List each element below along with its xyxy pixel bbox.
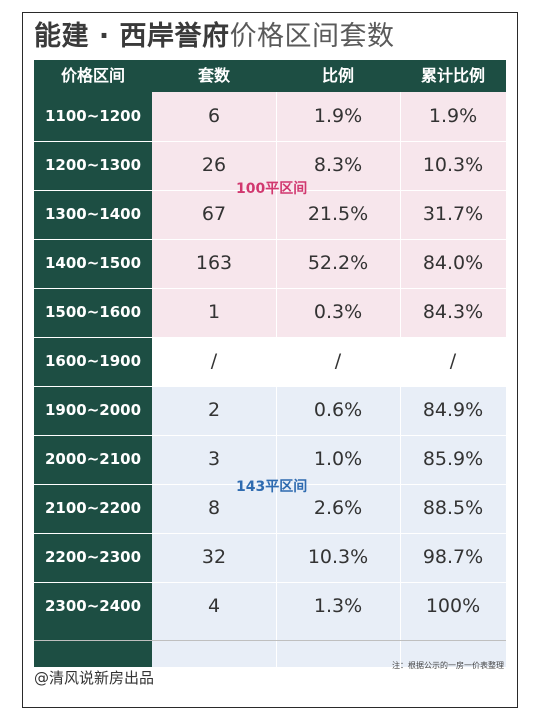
cell-ratio: 1.3% bbox=[313, 595, 363, 617]
header-cumulative-ratio: 累计比例 bbox=[420, 66, 485, 85]
cell-cumulative-ratio: 1.9% bbox=[428, 105, 478, 127]
cell-count: 67 bbox=[201, 203, 227, 225]
page-title: 能建 · 西岸誉府价格区间套数 bbox=[34, 20, 395, 54]
cell-cumulative-ratio: 10.3% bbox=[422, 154, 484, 176]
cell-price-range: 1400~1500 bbox=[44, 254, 142, 272]
table-header bbox=[34, 60, 506, 92]
band-100-bg bbox=[152, 92, 506, 338]
row-divider bbox=[34, 141, 506, 142]
cell-count: 6 bbox=[207, 105, 221, 127]
title-subject: 价格区间套数 bbox=[229, 21, 395, 52]
cell-ratio: 0.6% bbox=[313, 399, 363, 421]
cell-price-range: 2300~2400 bbox=[44, 597, 142, 615]
row-divider bbox=[34, 582, 506, 583]
cell-price-range: 2100~2200 bbox=[44, 499, 142, 517]
cell-price-range: 1900~2000 bbox=[44, 401, 142, 419]
cell-ratio: 8.3% bbox=[313, 154, 363, 176]
band-gap-bg bbox=[152, 338, 506, 387]
cell-ratio: 1.9% bbox=[313, 105, 363, 127]
cell-cumulative-ratio: 100% bbox=[425, 595, 481, 617]
footer-note: 注：根据公示的一房一价表整理 bbox=[392, 661, 504, 670]
cell-count: 4 bbox=[207, 595, 221, 617]
footer-credit: @清风说新房出品 bbox=[34, 669, 155, 687]
header-count: 套数 bbox=[197, 66, 230, 85]
header-price-range: 价格区间 bbox=[60, 66, 125, 85]
cell-cumulative-ratio: / bbox=[449, 350, 457, 372]
cell-price-range: 1600~1900 bbox=[44, 352, 142, 370]
row-divider bbox=[34, 533, 506, 534]
footer-divider bbox=[34, 640, 506, 641]
cell-ratio: 2.6% bbox=[313, 497, 363, 519]
band-143-bg bbox=[152, 387, 506, 667]
cell-cumulative-ratio: 84.3% bbox=[422, 301, 484, 323]
range-column-bg bbox=[34, 92, 152, 667]
cell-price-range: 1300~1400 bbox=[44, 205, 142, 223]
cell-ratio: 0.3% bbox=[313, 301, 363, 323]
row-divider bbox=[34, 190, 506, 191]
row-divider bbox=[34, 484, 506, 485]
cell-price-range: 2000~2100 bbox=[44, 450, 142, 468]
band-label-143: 143平区间 bbox=[236, 479, 308, 495]
row-divider bbox=[34, 435, 506, 436]
header-ratio: 比例 bbox=[321, 66, 354, 85]
cell-cumulative-ratio: 85.9% bbox=[422, 448, 484, 470]
cell-ratio: / bbox=[334, 350, 342, 372]
cell-ratio: 52.2% bbox=[307, 252, 369, 274]
cell-count: 32 bbox=[201, 546, 227, 568]
cell-cumulative-ratio: 84.0% bbox=[422, 252, 484, 274]
row-divider bbox=[34, 337, 506, 338]
band-label-100: 100平区间 bbox=[236, 181, 308, 197]
cell-cumulative-ratio: 84.9% bbox=[422, 399, 484, 421]
cell-count: 163 bbox=[195, 252, 233, 274]
cell-ratio: 10.3% bbox=[307, 546, 369, 568]
cell-count: 26 bbox=[201, 154, 227, 176]
cell-price-range: 1200~1300 bbox=[44, 156, 142, 174]
cell-price-range: 1100~1200 bbox=[44, 107, 142, 125]
cell-cumulative-ratio: 31.7% bbox=[422, 203, 484, 225]
row-divider bbox=[34, 239, 506, 240]
cell-count: 1 bbox=[207, 301, 221, 323]
column-divider bbox=[400, 92, 401, 667]
cell-price-range: 1500~1600 bbox=[44, 303, 142, 321]
column-divider bbox=[276, 92, 277, 667]
cell-cumulative-ratio: 98.7% bbox=[422, 546, 484, 568]
cell-count: 8 bbox=[207, 497, 221, 519]
cell-cumulative-ratio: 88.5% bbox=[422, 497, 484, 519]
cell-count: 2 bbox=[207, 399, 221, 421]
cell-ratio: 21.5% bbox=[307, 203, 369, 225]
row-divider bbox=[34, 288, 506, 289]
row-divider bbox=[34, 386, 506, 387]
cell-ratio: 1.0% bbox=[313, 448, 363, 470]
cell-price-range: 2200~2300 bbox=[44, 548, 142, 566]
cell-count: / bbox=[210, 350, 218, 372]
cell-count: 3 bbox=[207, 448, 221, 470]
title-project-name: 能建 · 西岸誉府 bbox=[34, 21, 230, 52]
